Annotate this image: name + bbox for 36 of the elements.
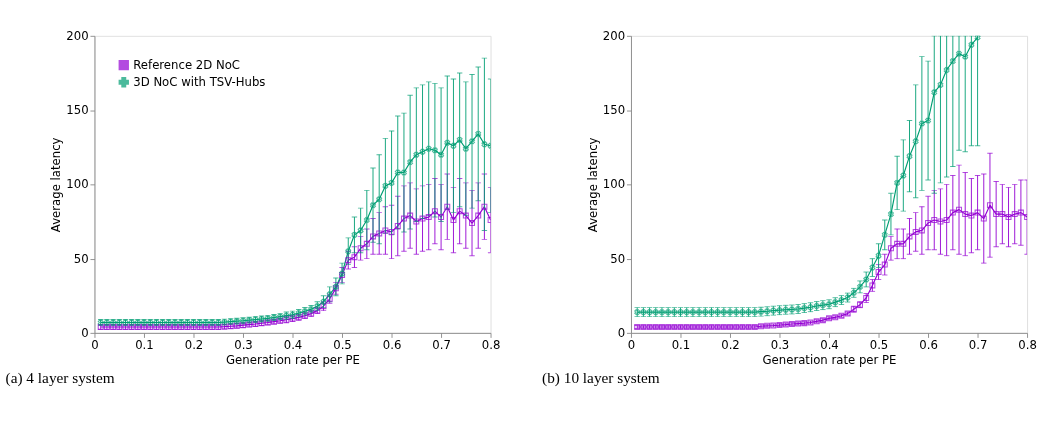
x-tick-label: 0.2 — [184, 337, 204, 352]
x-tick-label: 0.8 — [481, 337, 501, 352]
x-tick-label: 0.6 — [382, 337, 402, 352]
x-tick-label: 0.5 — [869, 337, 889, 352]
x-tick-label: 0 — [627, 337, 636, 352]
x-tick-label: 0.1 — [135, 337, 154, 352]
y-axis-title: Average latency — [585, 137, 600, 233]
y-tick-label: 50 — [73, 251, 89, 266]
x-tick-label: 0.6 — [919, 337, 938, 352]
x-tick-label: 0.3 — [770, 337, 790, 352]
x-tick-label: 0.3 — [234, 337, 253, 352]
y-tick-label: 0 — [81, 325, 89, 340]
x-tick-label: 0.5 — [333, 337, 352, 352]
x-tick-label: 0.4 — [820, 337, 839, 352]
y-tick-label: 150 — [66, 103, 89, 118]
legend-label: Reference 2D NoC — [133, 57, 241, 72]
x-tick-label: 0 — [91, 337, 99, 352]
legend-label: 3D NoC with TSV-Hubs — [133, 74, 266, 89]
y-tick-label: 50 — [610, 251, 626, 266]
y-tick-label: 200 — [602, 28, 626, 43]
y-tick-label: 200 — [66, 28, 89, 43]
x-tick-label: 0.2 — [721, 337, 740, 352]
y-axis-title: Average latency — [49, 137, 64, 233]
x-axis-title: Generation rate per PE — [226, 352, 360, 367]
x-tick-label: 0.4 — [283, 337, 303, 352]
x-tick-label: 0.7 — [432, 337, 451, 352]
x-tick-label: 0.1 — [671, 337, 691, 352]
y-tick-label: 0 — [617, 325, 626, 340]
text: (a) 4 layer system — [5, 369, 115, 388]
y-tick-label: 100 — [66, 177, 89, 192]
x-tick-label: 0.7 — [968, 337, 988, 352]
x-axis-title: Generation rate per PE — [762, 352, 897, 367]
y-tick-label: 100 — [602, 177, 626, 192]
text: (b) 10 layer system — [542, 369, 660, 388]
y-tick-label: 150 — [602, 103, 626, 118]
x-tick-label: 0.8 — [1018, 337, 1037, 352]
